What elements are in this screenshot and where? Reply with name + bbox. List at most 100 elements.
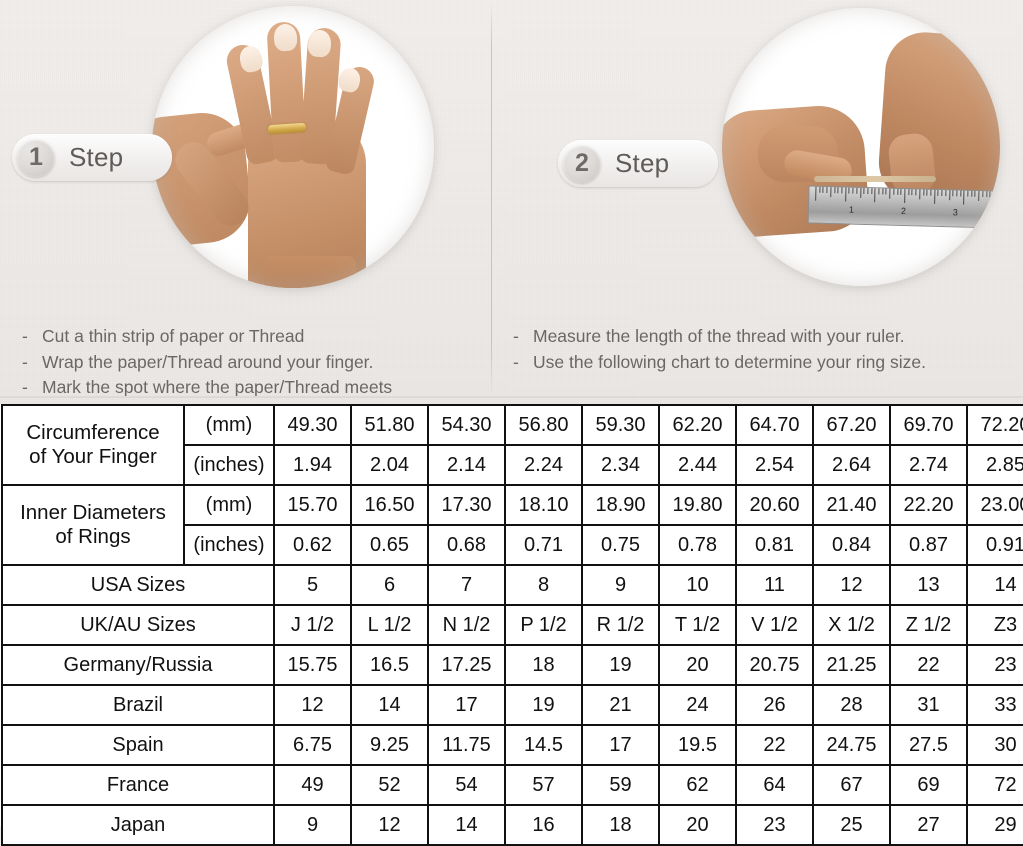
row-label-line: of Rings (55, 525, 131, 548)
table-cell: 22.20 (889, 484, 968, 526)
table-cell: 16.5 (350, 644, 429, 686)
ruler-tick (885, 188, 887, 195)
ruler-tick (926, 189, 928, 196)
table-cell: 49.30 (273, 404, 352, 446)
table-cell: 9 (581, 564, 660, 606)
ruler-tick (833, 187, 836, 194)
table-cell: 1.94 (273, 444, 352, 486)
bullet-dash: - (22, 326, 28, 346)
ruler-tick (826, 186, 828, 193)
table-row: Japan 9 12 14 16 18 20 23 25 27 29 (1, 804, 1023, 846)
row-label-line: of Your Finger (29, 445, 157, 468)
table-cell: 21.40 (812, 484, 891, 526)
table-cell: 2.24 (504, 444, 583, 486)
ruler-number: 2 (900, 205, 907, 217)
right-index-finger (886, 131, 938, 197)
ruler-tick (841, 187, 843, 194)
table-row: Circumference of Your Finger (mm) 49.30 51.8… (1, 404, 1023, 486)
ruler-tick (859, 187, 861, 198)
instruction-text: Measure the length of the thread with yo… (533, 326, 905, 346)
ruler-tick (870, 188, 873, 195)
step-1-label: Step (69, 142, 124, 172)
table-cell: 13 (889, 564, 968, 606)
ring-size-table: Circumference of Your Finger (mm) 49.30 51.8… (1, 404, 1023, 846)
table-cell: 12 (273, 684, 352, 726)
table-cell: Z 1/2 (889, 604, 968, 646)
table-cell: 2.04 (350, 444, 429, 486)
table-cell: 20.75 (735, 644, 814, 686)
table-cell: 14 (966, 564, 1023, 606)
step-2-instructions: - Measure the length of the thread with y… (513, 324, 926, 375)
instruction-item: - Mark the spot where the paper/Thread me… (22, 375, 392, 401)
table-cell: 12 (350, 804, 429, 846)
table-cell: 6.75 (273, 724, 352, 766)
ruler-tick (937, 189, 939, 196)
table-cell: 2.44 (658, 444, 737, 486)
table-cell: 2.34 (581, 444, 660, 486)
table-cell: R 1/2 (581, 604, 660, 646)
ruler-tick (893, 188, 895, 195)
table-cell: 20 (658, 644, 737, 686)
table-cell: 29 (966, 804, 1023, 846)
table-cell: 2.14 (427, 444, 506, 486)
unit-label: (inches) (183, 524, 275, 566)
table-cell: N 1/2 (427, 604, 506, 646)
ruler-tick (963, 190, 965, 205)
table-cell: 23.00 (966, 484, 1023, 526)
ruler-number: 1 (848, 204, 855, 215)
step-2-badge: 2 Step (558, 140, 718, 187)
table-cell: 62 (658, 764, 737, 806)
table-cell: 59 (581, 764, 660, 806)
table-cell: 12 (812, 564, 891, 606)
ruler-tick (971, 190, 973, 197)
table-cell: P 1/2 (504, 604, 583, 646)
table-cell: 5 (273, 564, 352, 606)
table-cell: 51.80 (350, 404, 429, 446)
step-1-badge: 1 Step (12, 134, 172, 181)
table-cell: 17 (581, 724, 660, 766)
unit-label: (inches) (183, 444, 275, 486)
table-cell: 11 (735, 564, 814, 606)
table-cell: 2.54 (735, 444, 814, 486)
ruler-tick (978, 190, 980, 201)
ruler-tick (867, 188, 869, 195)
table-cell: 6 (350, 564, 429, 606)
table-cell: 2.74 (889, 444, 968, 486)
table-cell: 14 (427, 804, 506, 846)
table-cell: 31 (889, 684, 968, 726)
table-cell: 8 (504, 564, 583, 606)
bullet-dash: - (22, 377, 28, 397)
hand-with-ring-illustration (152, 6, 434, 288)
ruler-tick (815, 186, 817, 201)
table-cell: 18.10 (504, 484, 583, 526)
table-cell: 54 (427, 764, 506, 806)
table-body: Circumference of Your Finger (mm) 49.30 51.8… (1, 404, 1023, 846)
table-cell: 49 (273, 764, 352, 806)
table-cell: 22 (889, 644, 968, 686)
table-cell: 27.5 (889, 724, 968, 766)
ruler-tick (896, 188, 899, 195)
row-label: Spain (1, 724, 275, 766)
row-label-line: Circumference (26, 421, 160, 444)
hands-with-ruler-illustration: 1 2 3 (722, 8, 1000, 286)
table-cell: 19 (581, 644, 660, 686)
table-cell: 11.75 (427, 724, 506, 766)
table-cell: 19 (504, 684, 583, 726)
table-cell: 19.5 (658, 724, 737, 766)
fingernail-3 (307, 29, 332, 58)
table-cell: 28 (812, 684, 891, 726)
step-1-number: 1 (17, 138, 55, 177)
instruction-text: Wrap the paper/Thread around your finger… (42, 351, 374, 372)
table-cell: 72 (966, 764, 1023, 806)
row-label: Germany/Russia (1, 644, 275, 686)
ruler-tick (933, 189, 936, 204)
table-cell: T 1/2 (658, 604, 737, 646)
step-1-instructions: - Cut a thin strip of paper or Thread - Wr… (22, 324, 392, 401)
table-cell: 9 (273, 804, 352, 846)
table-cell: 67 (812, 764, 891, 806)
instruction-item: - Use the following chart to determine yo… (513, 350, 926, 376)
table-cell: 18.90 (581, 484, 660, 526)
ruler-tick (856, 187, 858, 194)
